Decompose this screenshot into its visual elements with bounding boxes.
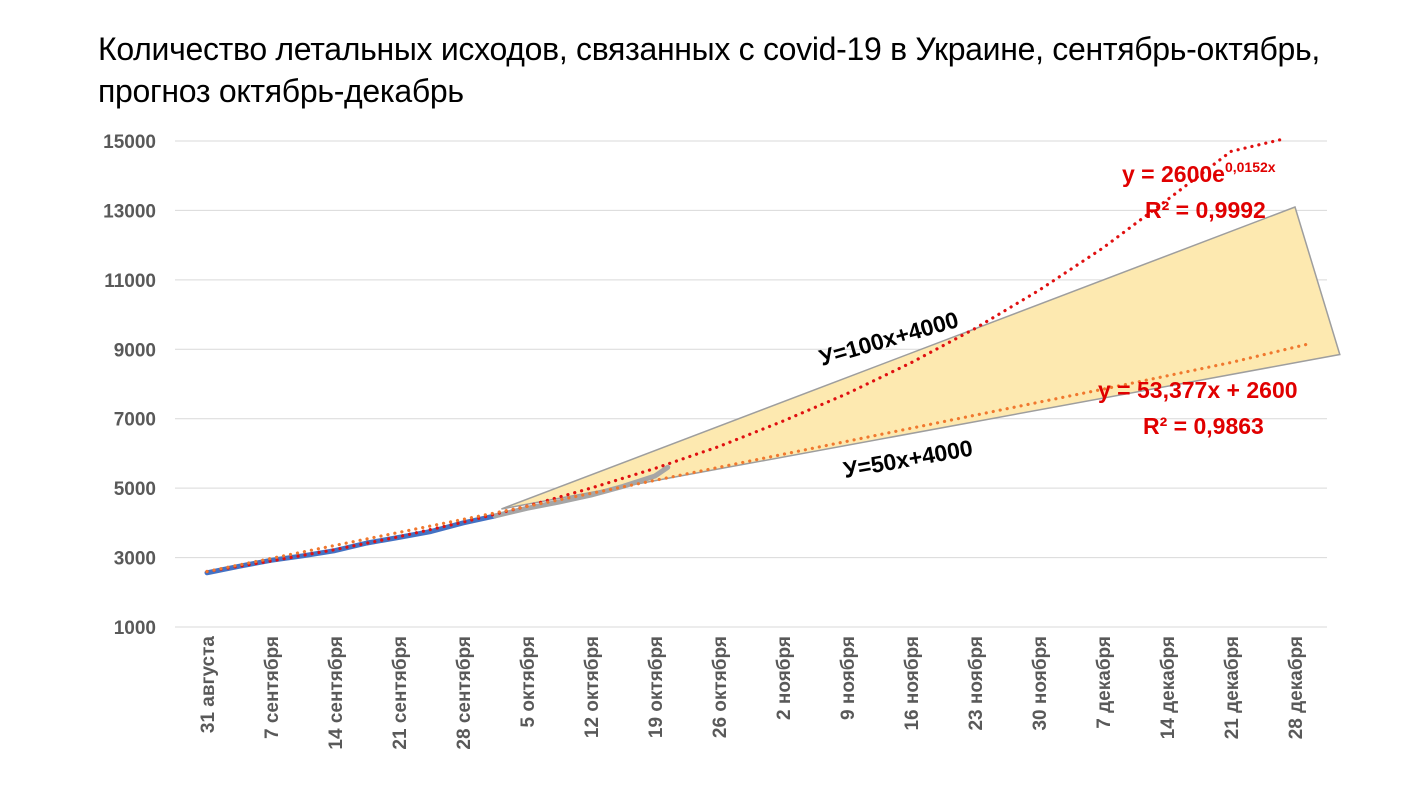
x-tick-label: 14 декабря bbox=[1158, 636, 1179, 739]
linear-trend-line bbox=[205, 342, 1310, 574]
y-tick-label: 7000 bbox=[114, 410, 156, 431]
chart-title: Количество летальных исходов, связанных … bbox=[98, 31, 1320, 109]
x-tick-label: 28 сентября bbox=[454, 636, 475, 750]
x-tick-label: 7 сентября bbox=[262, 636, 283, 739]
x-tick-label: 2 ноября bbox=[774, 636, 795, 720]
x-tick-label: 5 октября bbox=[518, 636, 539, 728]
y-axis-ticks: 1000 3000 5000 7000 9000 11000 13000 15000 bbox=[103, 132, 156, 639]
linear-trend-formula: y = 53,377x + 2600 bbox=[1098, 377, 1298, 403]
gridlines bbox=[175, 140, 1327, 628]
y-tick-label: 1000 bbox=[114, 618, 156, 639]
x-tick-label: 16 ноября bbox=[902, 636, 923, 731]
linear-trend-r2: R² = 0,9863 bbox=[1143, 413, 1264, 439]
x-tick-label: 9 ноября bbox=[838, 636, 859, 720]
x-tick-label: 31 августа bbox=[198, 636, 219, 734]
x-tick-label: 19 октября bbox=[646, 636, 667, 738]
y-tick-label: 9000 bbox=[114, 340, 156, 361]
y-tick-label: 5000 bbox=[114, 479, 156, 500]
x-tick-label: 26 октября bbox=[710, 636, 731, 738]
x-tick-label: 28 декабря bbox=[1286, 636, 1307, 739]
x-tick-label: 30 ноября bbox=[1030, 636, 1051, 731]
exp-trend-r2: R² = 0,9992 bbox=[1145, 197, 1266, 223]
scenario-band-area bbox=[501, 206, 1341, 510]
recent-line bbox=[492, 464, 671, 519]
scenario-band bbox=[501, 206, 1341, 510]
x-axis-ticks: 31 августа 7 сентября 14 сентября 21 сентяб… bbox=[198, 636, 1307, 750]
x-tick-label: 14 сентября bbox=[326, 636, 347, 750]
x-tick-label: 23 ноября bbox=[966, 636, 987, 731]
x-tick-label: 7 декабря bbox=[1094, 636, 1115, 729]
exp-trend-formula: y = 2600e0,0152x bbox=[1122, 159, 1276, 187]
y-tick-label: 15000 bbox=[103, 132, 156, 153]
x-tick-label: 21 сентября bbox=[390, 636, 411, 750]
series-lines bbox=[204, 137, 1310, 576]
exponential-trend-line bbox=[205, 137, 1284, 574]
x-tick-label: 21 декабря bbox=[1222, 636, 1243, 739]
x-tick-label: 12 октября bbox=[582, 636, 603, 738]
y-tick-label: 11000 bbox=[104, 271, 156, 292]
y-tick-label: 13000 bbox=[103, 201, 156, 222]
y-tick-label: 3000 bbox=[114, 549, 156, 570]
